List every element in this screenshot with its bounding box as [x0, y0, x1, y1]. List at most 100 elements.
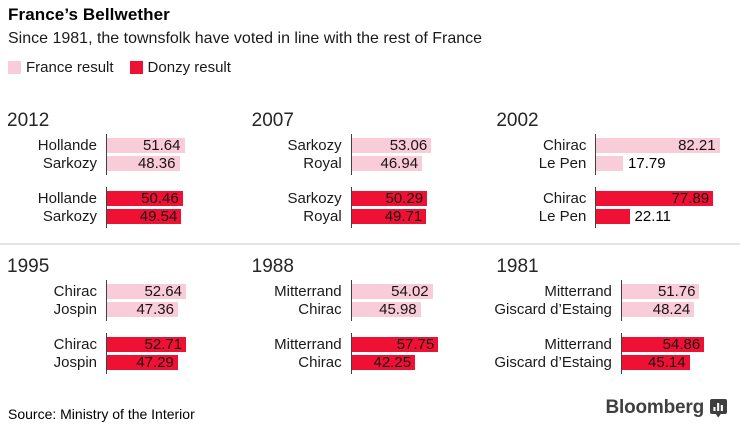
- chart-title: France’s Bellwether: [8, 5, 170, 24]
- bar-row: 52.64: [107, 284, 246, 299]
- bar-value: 54.02: [391, 283, 429, 300]
- france-bar: 47.36: [107, 302, 178, 317]
- bar-row: 52.71: [107, 337, 246, 352]
- france-bar: 46.94: [351, 156, 423, 171]
- france-bar: 51.64: [107, 138, 185, 153]
- france-bar: 45.98: [351, 301, 421, 318]
- donzy-bar: 47.29: [107, 355, 178, 370]
- donzy-result-group: Hollande Sarkozy 50.46 49.54: [5, 187, 246, 228]
- france-bar-axis: 51.76 48.24: [620, 280, 735, 321]
- candidate-labels: Mitterrand Giscard d’Estaing: [494, 280, 621, 321]
- legend: France result Donzy result: [8, 59, 231, 76]
- candidate-label: Sarkozy: [42, 208, 97, 225]
- candidate-label: Chirac: [53, 336, 97, 353]
- donzy-bar-axis: 57.75 42.25: [350, 333, 491, 374]
- france-bar: 17.79: [596, 156, 666, 171]
- bar-value: 48.36: [137, 155, 176, 172]
- donzy-bar: 50.46: [107, 191, 183, 206]
- candidate-label: Chirac: [542, 190, 587, 207]
- candidate-labels: Chirac Le Pen: [494, 134, 595, 175]
- donzy-bar: 52.71: [107, 337, 187, 352]
- bar-value: 45.98: [379, 301, 417, 318]
- candidate-label: Sarkozy: [42, 155, 97, 172]
- election-panel-1995: 1995 Chirac Jospin 52.64 47.36 Chirac Jospin 52…: [5, 250, 246, 374]
- donzy-result-group: Sarkozy Royal 50.29 49.71: [250, 187, 491, 228]
- candidate-label: Mitterrand: [274, 283, 342, 300]
- donzy-bar: 54.86: [621, 336, 705, 353]
- france-bar: 48.24: [621, 301, 695, 318]
- bloomberg-logo: Bloomberg: [606, 397, 727, 419]
- panel-year: 1995: [7, 256, 50, 277]
- donzy-bar: 49.71: [351, 209, 427, 224]
- bar-value: 54.86: [662, 336, 701, 353]
- candidate-label: Le Pen: [538, 155, 587, 172]
- bar-row: 77.89: [596, 191, 735, 206]
- donzy-color-swatch-icon: [129, 61, 143, 74]
- bar-value: 22.11: [634, 208, 671, 225]
- donzy-bar-axis: 54.86 45.14: [620, 333, 735, 374]
- bloomberg-chart-bubble-icon: [710, 398, 727, 418]
- france-bar: 82.21: [596, 137, 720, 154]
- candidate-labels: Sarkozy Royal: [250, 187, 351, 228]
- candidate-label: Mitterrand: [544, 336, 612, 353]
- bar-value: 17.79: [628, 155, 666, 172]
- bar-row: 48.24: [621, 301, 735, 318]
- candidate-label: Royal: [303, 208, 342, 225]
- bar-row: 17.79: [596, 156, 735, 171]
- france-color-swatch-icon: [8, 61, 21, 74]
- bar-value: 47.29: [136, 354, 174, 371]
- france-result-group: Mitterrand Chirac 54.02 45.98: [250, 280, 491, 321]
- bar-row: 49.54: [107, 209, 246, 224]
- panel-year: 1988: [251, 256, 294, 277]
- panel-year: 2012: [7, 110, 50, 131]
- panel-year: 2002: [496, 110, 539, 131]
- candidate-labels: Chirac Jospin: [5, 280, 106, 321]
- bar-row: 54.86: [621, 336, 735, 353]
- donzy-bar-axis: 50.46 49.54: [106, 187, 246, 228]
- bar-value: 50.29: [385, 190, 424, 207]
- bar-row: 51.76: [621, 283, 735, 300]
- bar-value: 51.64: [142, 137, 181, 154]
- candidate-label: Sarkozy: [287, 190, 342, 207]
- donzy-bar-axis: 50.29 49.71: [350, 187, 491, 228]
- france-result-group: Hollande Sarkozy 51.64 48.36: [5, 134, 246, 175]
- candidate-labels: Mitterrand Chirac: [250, 280, 351, 321]
- candidate-label: Sarkozy: [287, 137, 342, 154]
- donzy-bar: 45.14: [621, 355, 690, 370]
- candidate-label: Giscard d’Estaing: [494, 301, 612, 318]
- bar-value: 82.21: [678, 137, 716, 154]
- candidate-label: Royal: [303, 155, 342, 172]
- donzy-bar: 77.89: [596, 191, 714, 206]
- source-note: Source: Ministry of the Interior: [8, 406, 195, 422]
- france-result-group: Chirac Jospin 52.64 47.36: [5, 280, 246, 321]
- france-bar: 53.06: [351, 138, 432, 153]
- donzy-bar: 50.29: [351, 190, 428, 207]
- candidate-label: Hollande: [37, 190, 97, 207]
- candidate-labels: Hollande Sarkozy: [5, 187, 106, 228]
- bar-value: 48.24: [652, 301, 691, 318]
- france-result-group: Chirac Le Pen 82.21 17.79: [494, 134, 735, 175]
- bar-row: 48.36: [107, 156, 246, 171]
- bar-value: 51.76: [657, 283, 696, 300]
- candidate-label: Chirac: [298, 301, 342, 318]
- bar-row: 57.75: [351, 337, 491, 352]
- bar-row: 50.46: [107, 191, 246, 206]
- donzy-result-group: Chirac Le Pen 77.89 22.11: [494, 187, 735, 228]
- bar-row: 42.25: [351, 354, 491, 371]
- legend-label: France result: [26, 59, 114, 76]
- bar-row: 53.06: [351, 138, 491, 153]
- france-result-group: Sarkozy Royal 53.06 46.94: [250, 134, 491, 175]
- donzy-bar: 49.54: [107, 209, 182, 224]
- candidate-labels: Chirac Jospin: [5, 333, 106, 374]
- france-bar-axis: 51.64 48.36: [106, 134, 246, 175]
- bar-row: 51.64: [107, 138, 246, 153]
- election-panel-2012: 2012 Hollande Sarkozy 51.64 48.36 Hollande Sar…: [5, 104, 246, 228]
- donzy-bar: 42.25: [351, 354, 416, 371]
- france-bar: 48.36: [107, 156, 180, 171]
- donzy-bar-axis: 77.89 22.11: [595, 187, 735, 228]
- candidate-labels: Mitterrand Chirac: [250, 333, 351, 374]
- donzy-result-group: Mitterrand Chirac 57.75 42.25: [250, 333, 491, 374]
- bar-value: 42.25: [373, 354, 412, 371]
- chart-header: France’s Bellwether Since 1981, the town…: [8, 5, 482, 48]
- candidate-labels: Mitterrand Giscard d’Estaing: [494, 333, 621, 374]
